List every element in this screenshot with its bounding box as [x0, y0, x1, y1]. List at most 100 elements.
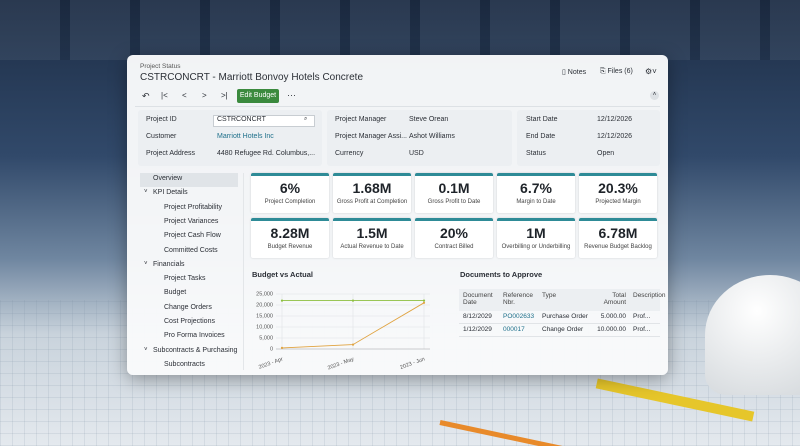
kpi-value: 1M	[526, 225, 546, 241]
kpi-value: 6%	[279, 180, 301, 196]
settings-button[interactable]: ⚙˅	[645, 67, 657, 76]
kpi-label: Projected Margin	[595, 199, 641, 205]
page-title: CSTRCONCRT - Marriott Bonvoy Hotels Conc…	[140, 72, 364, 83]
cell: Purchase Order	[542, 313, 588, 320]
undo-button[interactable]: ↶	[142, 91, 150, 101]
nav-item[interactable]: Overview	[153, 175, 183, 182]
nav-item[interactable]: Subcontracts	[164, 360, 205, 368]
nav-item[interactable]: Project Tasks	[164, 275, 206, 283]
cell[interactable]: PO002633	[503, 313, 535, 320]
field-value: Open	[597, 150, 615, 157]
data-point	[280, 346, 284, 349]
field-label: Status	[526, 150, 546, 157]
cell[interactable]: 000017	[503, 326, 525, 333]
y-tick-label: 10,000	[256, 324, 273, 330]
nav-group[interactable]: Financials	[153, 260, 185, 268]
kpi-value: 1.5M	[356, 225, 388, 241]
info-card	[327, 110, 512, 166]
search-icon[interactable]: ⌕	[304, 116, 308, 122]
kpi-value: 6.78M	[598, 225, 638, 241]
field-label: Project Manager Assi...	[335, 133, 407, 140]
helmet	[705, 275, 800, 395]
y-tick-label: 25,000	[256, 291, 273, 297]
kpi-label: Actual Revenue to Date	[340, 244, 404, 250]
data-point	[351, 299, 355, 302]
kpi-tile	[251, 173, 329, 213]
nav-caret: ˅	[144, 189, 148, 196]
nav-item[interactable]: Project Profitability	[164, 203, 222, 211]
collapse-button[interactable]: ˄	[650, 91, 659, 100]
last-button[interactable]: >|	[221, 91, 228, 100]
kpi-tile	[579, 218, 657, 258]
field-value: Ashot Williams	[409, 133, 455, 140]
field-value: Steve Orean	[409, 116, 449, 123]
cell: 1/12/2029	[463, 326, 492, 333]
kpi-tile	[497, 173, 575, 213]
content-divider	[243, 173, 244, 370]
field-label: Project Manager	[335, 116, 387, 123]
files-button[interactable]: ⎘ Files (6)	[600, 68, 633, 75]
kpi-label: Gross Profit at Completion	[336, 199, 408, 205]
field-value[interactable]: Marriott Hotels Inc	[217, 133, 274, 140]
kpi-tile	[497, 218, 575, 258]
nav-item[interactable]: Change Orders	[164, 303, 212, 311]
more-button[interactable]: ···	[287, 90, 296, 100]
chart-title: Budget vs Actual	[252, 270, 313, 279]
field-value: USD	[409, 150, 424, 157]
line-chart: 0 5,000 10,000 15,000 20,000 25,000 2023 - Apr…	[256, 291, 430, 372]
prev-button[interactable]: <	[182, 91, 187, 100]
field-value: 4480 Refugee Rd. Columbus,...	[217, 150, 316, 157]
nav-item[interactable]: Budget	[164, 289, 187, 297]
cell: 8/12/2029	[463, 313, 492, 320]
kpi-value: 20.3%	[598, 180, 638, 196]
nav-caret: ˅	[144, 260, 148, 267]
notes-label: Notes	[567, 69, 587, 76]
edit-budget-button[interactable]: Edit Budget	[237, 89, 279, 103]
data-point	[280, 299, 284, 302]
info-card	[517, 110, 660, 166]
kpi-label: Revenue Budget Backlog	[584, 244, 652, 250]
cell: 5.000.00	[600, 313, 626, 320]
kpi-tile	[333, 218, 411, 258]
kpi-label: Gross Profit to Date	[427, 199, 481, 205]
field-value: CSTRCONCRT	[217, 116, 266, 123]
data-point	[422, 299, 426, 302]
kpi-value: 1.68M	[352, 180, 392, 196]
sidebar-highlight	[140, 173, 238, 187]
column-header: Type	[542, 292, 557, 299]
field-label: Customer	[146, 133, 177, 140]
notes-button[interactable]: ▯ Notes	[562, 69, 587, 76]
field-label: End Date	[526, 133, 556, 140]
next-button[interactable]: >	[202, 91, 207, 100]
cell: Change Order	[542, 326, 584, 333]
kpi-label: Contract Billed	[434, 244, 474, 250]
nav-group[interactable]: Subcontracts & Purchasing	[153, 346, 238, 354]
y-tick-label: 5,000	[259, 335, 273, 341]
first-button[interactable]: |<	[161, 91, 168, 100]
breadcrumb[interactable]: Project Status	[140, 63, 181, 70]
x-tick-label: 2023 - Apr	[258, 356, 284, 370]
data-point	[422, 301, 426, 304]
nav-item[interactable]: Pro Forma Invoices	[164, 332, 225, 340]
nav-group[interactable]: KPI Details	[153, 189, 188, 197]
kpi-value: 6.7%	[520, 180, 552, 196]
kpi-tile	[579, 173, 657, 213]
nav-caret: ˅	[144, 346, 148, 353]
nav-item[interactable]: Project Cash Flow	[164, 232, 221, 240]
kpi-tile	[415, 173, 493, 213]
app-window	[127, 55, 668, 375]
nav-item[interactable]: Cost Projections	[164, 318, 215, 325]
kpi-label: Budget Revenue	[267, 244, 313, 250]
kpi-tile	[251, 218, 329, 258]
field-value: 12/12/2026	[597, 116, 633, 123]
kpi-label: Overbilling or Underbilling	[501, 244, 571, 250]
table-header-bg	[459, 289, 660, 311]
kpi-label: Project Completion	[264, 199, 316, 205]
project-id-input[interactable]	[213, 115, 315, 127]
nav-item[interactable]: Project Variances	[164, 217, 219, 225]
field-label: Project ID	[146, 116, 177, 123]
x-tick-label: 2023 - Jun	[399, 356, 425, 371]
nav-item[interactable]: Committed Costs	[164, 246, 218, 254]
divider	[135, 106, 660, 107]
